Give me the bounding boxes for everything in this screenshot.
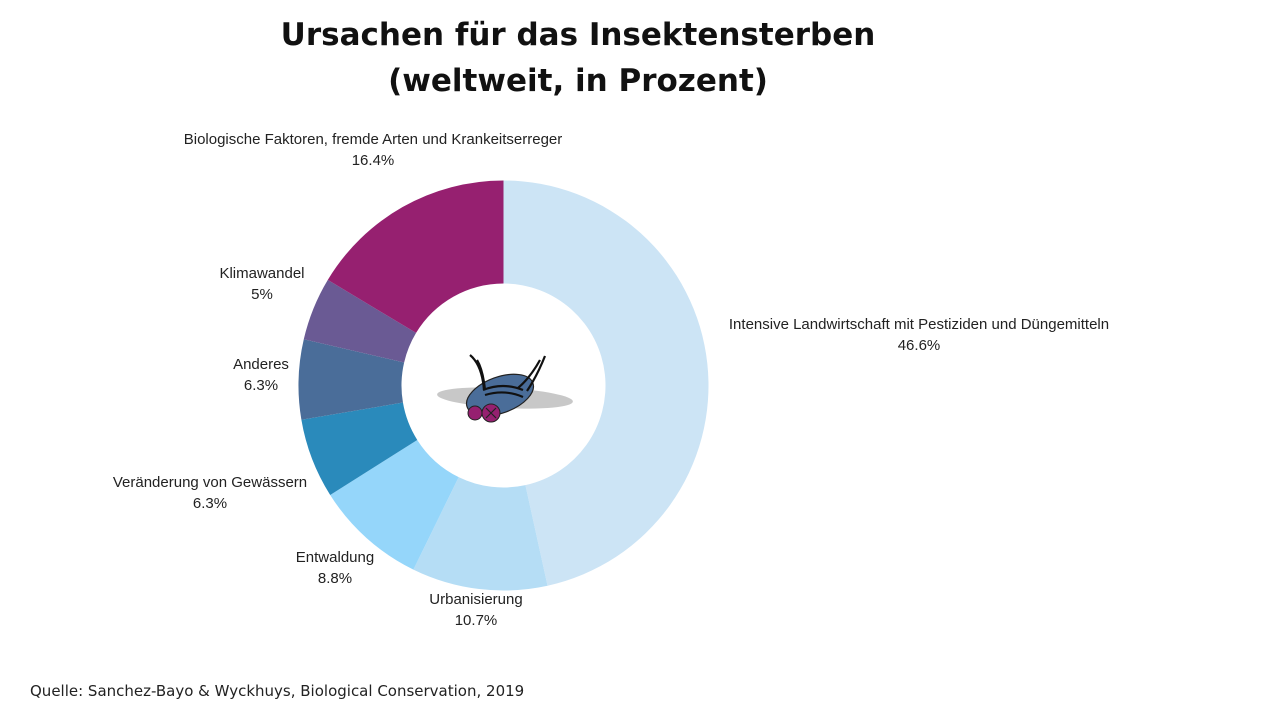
slice-label: Klimawandel xyxy=(219,265,304,282)
donut-slice xyxy=(303,279,417,363)
slice-value-label: 6.3% xyxy=(193,495,227,512)
slice-value-label: 16.4% xyxy=(352,152,395,169)
slice-label: Biologische Faktoren, fremde Arten und K… xyxy=(184,131,563,148)
donut-slice xyxy=(503,180,709,586)
donut-slice xyxy=(330,439,459,570)
dead-fly-icon xyxy=(437,354,573,423)
slice-label: Entwaldung xyxy=(296,549,374,566)
donut-slice xyxy=(413,477,548,591)
chart-title: Ursachen für das Insektensterben xyxy=(280,17,876,53)
donut-slice xyxy=(298,339,405,420)
slice-label: Veränderung von Gewässern xyxy=(113,474,307,491)
donut-slice xyxy=(301,402,418,495)
chart-subtitle: (weltweit, in Prozent) xyxy=(388,63,768,99)
slice-value-label: 5% xyxy=(251,286,273,303)
slice-value-label: 10.7% xyxy=(455,612,498,629)
slice-value-label: 8.8% xyxy=(318,570,352,587)
slice-label: Urbanisierung xyxy=(429,591,522,608)
source-note: Quelle: Sanchez-Bayo & Wyckhuys, Biologi… xyxy=(30,682,525,700)
donut-slice xyxy=(327,180,504,333)
slice-value-label: 46.6% xyxy=(898,337,941,354)
slice-label: Intensive Landwirtschaft mit Pestiziden … xyxy=(729,316,1109,333)
slice-label: Anderes xyxy=(233,356,289,373)
slice-value-label: 6.3% xyxy=(244,377,278,394)
